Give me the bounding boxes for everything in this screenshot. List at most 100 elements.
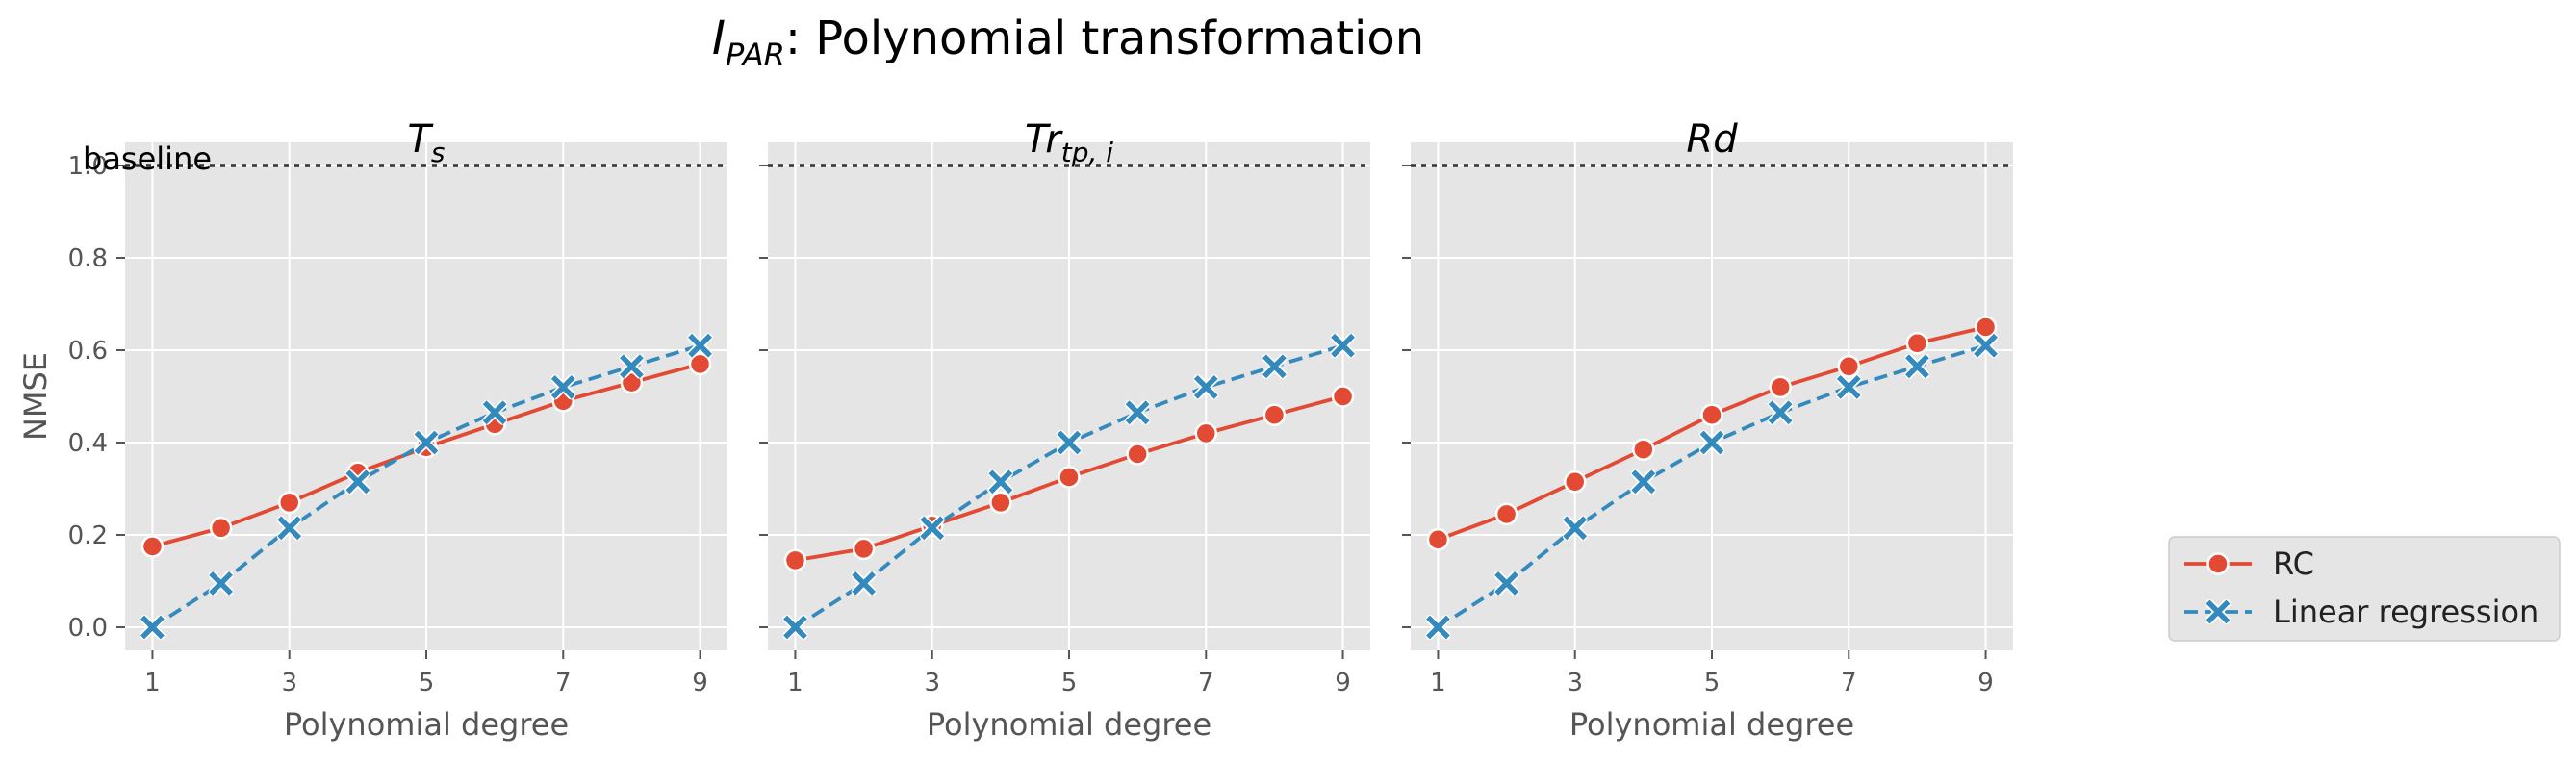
baseline-label: baseline xyxy=(83,140,212,177)
rc-point xyxy=(1494,502,1518,526)
linear-regression-point-stroke-b xyxy=(1262,354,1287,379)
y-axis-label: NMSE xyxy=(17,352,54,441)
linear-regression-point xyxy=(208,571,234,596)
rc-point xyxy=(1632,438,1655,461)
linear-regression-point xyxy=(1904,353,1930,379)
linear-regression-point xyxy=(782,615,808,640)
rc-point xyxy=(783,548,807,572)
y-tick-label: 0.2 xyxy=(68,521,108,550)
rc-point xyxy=(1563,470,1587,494)
linear-regression-point xyxy=(1493,571,1519,596)
linear-regression-point xyxy=(687,333,713,359)
rc-point xyxy=(140,535,165,558)
legend-marker xyxy=(2206,552,2230,575)
rc-point xyxy=(1974,316,1998,339)
panel-3: 1 3 5 7 9 Rd Polynomial degree xyxy=(1402,117,2013,743)
panel-title: Rd xyxy=(1686,117,1738,162)
panel-title-main: T xyxy=(407,117,434,162)
linear-regression-point-stroke-b xyxy=(1631,469,1656,495)
panel-title-sub: tp, i xyxy=(1061,137,1114,168)
x-tick-label: 5 xyxy=(419,669,435,698)
panels: 1 3 5 7 9 0.0 0.2 0.4 0.6 0.8 1.0 Ts Polynomial degr… xyxy=(17,117,2013,743)
linear-regression-point-stroke-b xyxy=(1836,375,1861,399)
linear-regression-point-stroke-b xyxy=(852,571,876,596)
linear-regression-point-stroke-b xyxy=(988,469,1013,495)
panel-2: 1 3 5 7 9 Trtp, i Polynomial degree xyxy=(759,117,1370,743)
linear-regression-point xyxy=(1262,353,1288,379)
x-tick-label: 1 xyxy=(1430,669,1446,698)
x-tick-label: 7 xyxy=(555,669,572,698)
x-tick-label: 1 xyxy=(144,669,161,698)
panel-title-main: Tr xyxy=(1025,117,1063,162)
x-tick-label: 7 xyxy=(1841,669,1857,698)
linear-regression-point-stroke-b xyxy=(277,516,302,541)
rc-point xyxy=(1426,528,1450,551)
rc-point xyxy=(1194,421,1218,445)
rc-point xyxy=(277,491,301,515)
linear-regression-point xyxy=(550,374,576,400)
linear-regression-point xyxy=(1630,469,1656,495)
linear-regression-point xyxy=(1193,374,1219,400)
rc-point xyxy=(688,352,712,376)
linear-regression-point-stroke-b xyxy=(1426,615,1450,640)
linear-regression-point-stroke-b xyxy=(550,375,575,399)
y-tick-label: 0.4 xyxy=(68,429,108,458)
rc-point xyxy=(1769,375,1792,399)
linear-regression-point xyxy=(1562,515,1588,541)
x-tick-label: 3 xyxy=(281,669,297,698)
rc-point xyxy=(1058,466,1081,489)
linear-regression-point xyxy=(1836,374,1862,400)
legend-box xyxy=(2168,536,2561,642)
rc-point xyxy=(1331,385,1355,408)
linear-regression-point-stroke-b xyxy=(414,430,439,455)
linear-regression-point-stroke-b xyxy=(209,571,233,596)
linear-regression-point xyxy=(851,571,877,596)
linear-regression-point-stroke-b xyxy=(1125,400,1150,425)
x-tick-label: 1 xyxy=(787,669,803,698)
linear-regression-point xyxy=(1057,430,1082,455)
linear-regression-point-stroke-b xyxy=(345,469,370,495)
panel-title-sub: s xyxy=(431,137,446,168)
x-tick-label: 9 xyxy=(692,669,708,698)
linear-regression-point xyxy=(1768,399,1794,425)
linear-regression-point-stroke-b xyxy=(1768,400,1793,425)
legend-label: Linear regression xyxy=(2273,594,2538,630)
linear-regression-point-stroke-b xyxy=(140,615,165,640)
panel-title: Trtp, i xyxy=(1025,117,1113,168)
linear-regression-point xyxy=(1425,615,1451,640)
linear-regression-point xyxy=(1699,430,1724,455)
rc-point xyxy=(1905,332,1929,355)
linear-regression-point-stroke-b xyxy=(620,354,644,379)
y-tick-label: 1.0 xyxy=(68,152,108,181)
linear-regression-point-stroke-b xyxy=(1494,571,1518,596)
rc-point xyxy=(1126,443,1149,466)
linear-regression-point xyxy=(1125,399,1151,425)
linear-regression-point-stroke-b xyxy=(783,615,807,640)
linear-regression-point xyxy=(482,399,508,425)
linear-regression-point-stroke-b xyxy=(1057,430,1082,455)
panel-title: Ts xyxy=(407,117,445,168)
x-tick-label: 7 xyxy=(1198,669,1214,698)
linear-regression-point xyxy=(619,353,645,379)
linear-regression-point-stroke-b xyxy=(688,333,712,358)
panel-title-main: Rd xyxy=(1686,117,1738,162)
linear-regression-point xyxy=(919,515,945,541)
x-axis-label: Polynomial degree xyxy=(284,706,569,743)
x-axis-label: Polynomial degree xyxy=(1569,706,1854,743)
x-tick-label: 3 xyxy=(924,669,940,698)
x-tick-label: 5 xyxy=(1061,669,1078,698)
linear-regression-point-stroke-b xyxy=(1905,354,1929,379)
linear-regression-point xyxy=(344,469,370,495)
rc-point xyxy=(989,491,1012,515)
linear-regression-point-stroke-b xyxy=(1974,333,1998,358)
linear-regression-point-stroke-b xyxy=(1699,430,1724,455)
panel-1: 1 3 5 7 9 0.0 0.2 0.4 0.6 0.8 1.0 Ts Polynomial degr… xyxy=(17,117,727,743)
rc-point xyxy=(1700,403,1723,426)
x-tick-label: 9 xyxy=(1335,669,1351,698)
rc-point xyxy=(852,537,876,561)
rc-point xyxy=(209,517,233,540)
x-tick-label: 3 xyxy=(1567,669,1583,698)
linear-regression-point-stroke-b xyxy=(1563,516,1588,541)
linear-regression-point-stroke-b xyxy=(482,400,507,425)
